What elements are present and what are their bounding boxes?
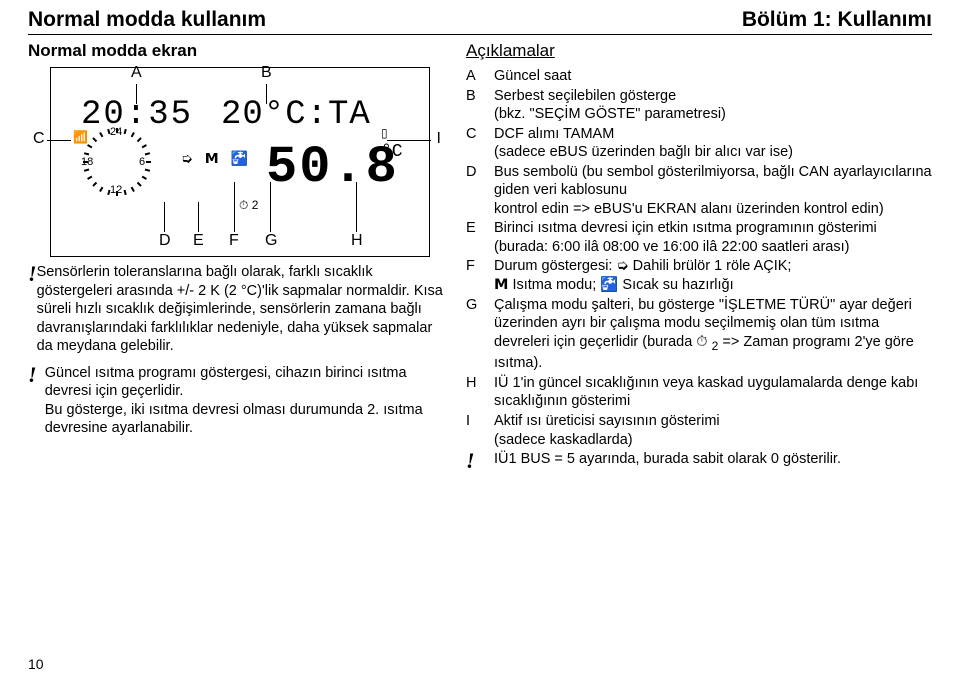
clock-tick xyxy=(84,169,89,172)
key-F: F xyxy=(466,257,494,294)
leader-D xyxy=(164,202,165,232)
lcd-display: A B C I D E F G H 20:35 20°C:TA xyxy=(50,67,430,257)
notes-block: ! Sensörlerin toleranslarına bağlı olara… xyxy=(28,263,448,438)
def-E: Birinci ısıtma devresi için etkin ısıtma… xyxy=(494,219,877,256)
clock-tick xyxy=(146,161,151,163)
clock-tick xyxy=(142,176,147,180)
key-C: C xyxy=(466,125,494,162)
def-C: DCF alımı TAMAM (sadece eBUS üzerinden b… xyxy=(494,125,793,162)
page-title-right: Bölüm 1: Kullanımı xyxy=(742,8,932,32)
clock-tick xyxy=(99,187,103,192)
callout-H: H xyxy=(351,232,363,250)
key-G: G xyxy=(466,296,494,373)
def-B: Serbest seçilebilen gösterge (bkz. "SEÇİ… xyxy=(494,87,726,124)
tap-icon: 🚰 xyxy=(231,150,248,167)
clock-ring: 24 6 12 18 xyxy=(83,128,151,196)
clock-tick xyxy=(145,152,150,155)
callout-A: A xyxy=(131,64,142,82)
callout-I: I xyxy=(437,130,441,148)
clock-tick xyxy=(99,132,103,137)
leader-E xyxy=(198,202,199,232)
def-bang: IÜ1 BUS = 5 ayarında, burada sabit olara… xyxy=(494,450,841,472)
note-text-2: Güncel ısıtma programı göstergesi, cihaz… xyxy=(45,364,448,438)
tap-inline-icon: 🚰 xyxy=(600,276,618,295)
status-icons: ➭ 𝗠 🚰 xyxy=(181,150,248,167)
key-B: B xyxy=(466,87,494,124)
def-D: Bus sembolü (bu sembol gösterilmiyorsa, … xyxy=(494,163,932,219)
leader-C xyxy=(47,140,71,141)
clock-tick xyxy=(116,128,118,133)
timer-inline-icon: ⏱ xyxy=(696,333,707,352)
ack-title: Açıklamalar xyxy=(466,41,932,61)
key-I: I xyxy=(466,412,494,449)
note-bang-1: ! xyxy=(28,263,37,356)
lcd-unit: °C xyxy=(381,142,403,162)
callout-C: C xyxy=(33,130,45,148)
def-G: Çalışma modu şalteri, bu gösterge "İŞLET… xyxy=(494,296,932,373)
clock-tick xyxy=(87,176,92,180)
left-column: Normal modda ekran A B C I D E F G H xyxy=(28,41,448,473)
callout-B: B xyxy=(261,64,272,82)
radiator-icon: 𝗠 xyxy=(205,150,219,167)
page-title-left: Normal modda kullanım xyxy=(28,8,266,32)
clock-tick xyxy=(142,144,147,148)
def-A: Güncel saat xyxy=(494,67,571,86)
clock-tick xyxy=(83,161,88,163)
note-text-1: Sensörlerin toleranslarına bağlı olarak,… xyxy=(37,263,448,356)
clock-tick xyxy=(87,144,92,148)
def-F: Durum göstergesi: ➭ Dahili brülör 1 röle… xyxy=(494,257,791,294)
burner-icon: ➭ xyxy=(181,150,193,167)
clock-tick xyxy=(131,132,135,137)
key-H: H xyxy=(466,374,494,411)
key-E: E xyxy=(466,219,494,256)
clock-tick xyxy=(137,182,142,187)
callout-D: D xyxy=(159,232,171,250)
key-A: A xyxy=(466,67,494,86)
key-bang: ! xyxy=(466,450,494,472)
clock-tick xyxy=(116,191,118,196)
timer-icon: ⏱ 2 xyxy=(239,198,258,213)
subheader: Normal modda ekran xyxy=(28,41,448,61)
burner-inline-icon: ➭ xyxy=(617,257,629,276)
clock-tick xyxy=(92,182,97,187)
clock-tick xyxy=(137,137,142,142)
clock-tick xyxy=(124,129,127,134)
callout-E: E xyxy=(193,232,204,250)
callout-G: G xyxy=(265,232,277,250)
callout-F: F xyxy=(229,232,239,250)
page-number: 10 xyxy=(28,656,44,672)
right-column: Açıklamalar AGüncel saat BSerbest seçile… xyxy=(466,41,932,473)
clock-6: 6 xyxy=(139,156,145,168)
lcd-big-value: 50.8 xyxy=(266,138,399,197)
note-bang-2: ! xyxy=(28,364,45,438)
lcd-flag-icon: ▯ xyxy=(381,126,388,140)
lcd-temp: 20°C:TA xyxy=(221,96,371,134)
leader-F xyxy=(234,182,235,232)
key-D: D xyxy=(466,163,494,219)
clock-tick xyxy=(84,152,89,155)
clock-tick xyxy=(92,137,97,142)
clock-tick xyxy=(124,190,127,195)
def-H: IÜ 1'in güncel sıcaklığının veya kaskad … xyxy=(494,374,932,411)
clock-tick xyxy=(131,187,135,192)
radiator-inline-icon: 𝗠 xyxy=(494,276,508,295)
clock-tick xyxy=(145,169,150,172)
def-I: Aktif ısı üreticisi sayısının gösterimi … xyxy=(494,412,720,449)
